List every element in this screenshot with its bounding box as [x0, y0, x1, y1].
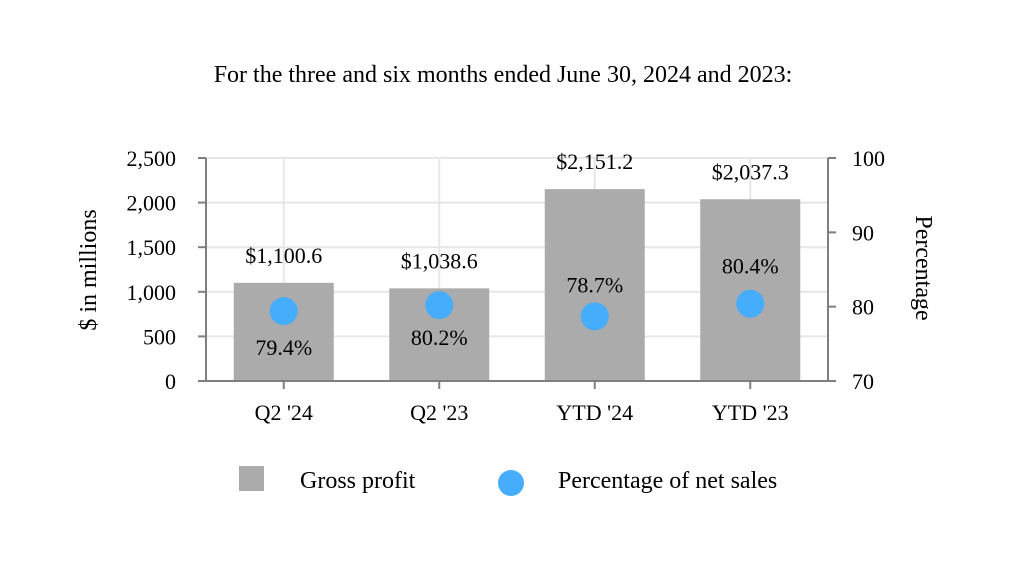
pct-label-2: 78.7%	[566, 272, 623, 297]
y-axis-label: $ in millions	[76, 209, 102, 330]
y2-tick-label: 90	[852, 220, 874, 245]
y-tick-label: 500	[143, 324, 176, 349]
pct-label-0: 79.4%	[255, 335, 312, 360]
pct-point-2	[580, 302, 609, 331]
percentage-points	[269, 289, 765, 331]
pct-label-1: 80.2%	[411, 325, 468, 350]
legend: Gross profit Percentage of net sales	[239, 466, 777, 496]
x-tick-label: Q2 '23	[410, 400, 468, 425]
y2-tick-label: 80	[852, 295, 874, 320]
bars	[233, 189, 801, 381]
percentage-data-labels: 79.4% 80.2% 78.7% 80.4%	[255, 254, 778, 360]
pct-point-0	[269, 297, 298, 326]
x-tick-label: YTD '24	[556, 400, 633, 425]
y-tick-label: 2,000	[127, 191, 177, 216]
chart-title: For the three and six months ended June …	[214, 62, 793, 88]
bar-label-2: $2,151.2	[556, 149, 633, 174]
pct-point-1	[425, 291, 454, 320]
y-tick-label: 1,500	[127, 235, 177, 260]
bar-label-1: $1,038.6	[401, 248, 478, 273]
x-tick-label: Q2 '24	[255, 400, 313, 425]
bar-2	[544, 189, 645, 381]
y2-tick-label: 100	[852, 146, 885, 171]
legend-swatch-percentage	[498, 470, 524, 496]
x-tick-label: YTD '23	[712, 400, 789, 425]
axes: 0 500 1,000 1,500 2,000 2,500 70 80 90 100 Q2 '24 Q…	[127, 146, 886, 425]
bar-data-labels: $1,100.6 $1,038.6 $2,151.2 $2,037.3	[245, 149, 789, 273]
y-tick-label: 0	[165, 369, 176, 394]
legend-swatch-gross-profit	[239, 466, 264, 491]
bar-label-3: $2,037.3	[712, 159, 789, 184]
legend-label-percentage: Percentage of net sales	[558, 468, 777, 494]
pct-label-3: 80.4%	[722, 254, 779, 279]
pct-point-3	[736, 289, 765, 318]
y2-tick-label: 70	[852, 369, 874, 394]
y-tick-label: 1,000	[127, 280, 177, 305]
bar-label-0: $1,100.6	[245, 243, 322, 268]
y2-axis-label: Percentage	[910, 215, 936, 320]
legend-label-gross-profit: Gross profit	[300, 468, 416, 494]
y-tick-label: 2,500	[127, 146, 177, 171]
